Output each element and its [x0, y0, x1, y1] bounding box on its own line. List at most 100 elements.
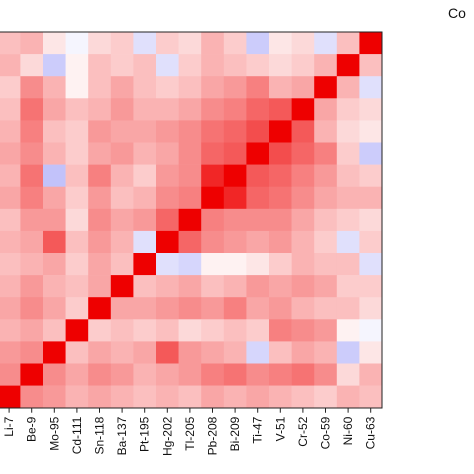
heatmap-cell	[178, 253, 202, 276]
legend-title-partial: Co	[448, 5, 466, 21]
heatmap-cell	[156, 319, 179, 342]
heatmap-cell	[0, 319, 21, 342]
heatmap-cell	[178, 186, 202, 210]
heatmap-cell	[314, 98, 338, 121]
heatmap-cell	[246, 319, 270, 342]
heatmap-cell	[156, 341, 179, 364]
heatmap-cell	[133, 297, 157, 320]
heatmap-cell	[110, 164, 134, 187]
x-tick-label: Mo-95	[47, 416, 61, 450]
heatmap-cell	[336, 275, 360, 298]
heatmap-cell	[314, 230, 338, 254]
heatmap-cell	[269, 363, 292, 386]
heatmap-cell	[314, 341, 338, 364]
heatmap-cell	[88, 208, 112, 232]
heatmap-cell	[88, 164, 112, 187]
heatmap-cell	[359, 341, 383, 364]
heatmap-cell	[336, 120, 360, 143]
heatmap-cell	[133, 253, 157, 276]
heatmap-cell	[336, 385, 360, 408]
heatmap-cell	[65, 385, 89, 408]
heatmap-cell	[156, 76, 179, 99]
heatmap-cell	[65, 208, 89, 232]
heatmap-cell	[0, 164, 21, 187]
heatmap-cell	[223, 164, 247, 187]
heatmap-cell	[223, 385, 247, 408]
heatmap-cell	[0, 253, 21, 276]
x-tick-label: Sn-118	[93, 416, 107, 454]
heatmap-cell	[269, 186, 292, 210]
heatmap-cell	[178, 297, 202, 320]
heatmap-cell	[201, 208, 225, 232]
heatmap-cell	[110, 186, 134, 210]
heatmap-cell	[65, 120, 89, 143]
heatmap-cell	[43, 54, 66, 77]
heatmap-cell	[0, 98, 21, 121]
heatmap-cell	[336, 76, 360, 99]
heatmap-cell	[133, 319, 157, 342]
heatmap-cell	[133, 341, 157, 364]
heatmap-cell	[0, 385, 21, 408]
heatmap-cell	[246, 142, 270, 165]
heatmap-cell	[314, 385, 338, 408]
heatmap-cell	[110, 54, 134, 77]
x-tick-label: Be-9	[25, 416, 39, 442]
heatmap-cell	[178, 54, 202, 77]
heatmap-cell	[43, 98, 66, 121]
heatmap-cell	[65, 297, 89, 320]
heatmap-cell	[88, 253, 112, 276]
heatmap-cell	[314, 120, 338, 143]
heatmap-cell	[291, 76, 315, 99]
heatmap-cell	[246, 275, 270, 298]
heatmap-cell	[133, 98, 157, 121]
heatmap-cell	[336, 142, 360, 165]
heatmap-cell	[20, 385, 44, 408]
heatmap-cell	[269, 142, 292, 165]
heatmap-cell	[269, 341, 292, 364]
heatmap-cell	[246, 297, 270, 320]
heatmap-cell	[110, 253, 134, 276]
heatmap-cell	[65, 98, 89, 121]
heatmap-cell	[178, 319, 202, 342]
heatmap-cell	[336, 208, 360, 232]
heatmap-cell	[178, 120, 202, 143]
x-axis-ticks: Li-7 Be-9 Mo-95 Cd-111 Sn-118 Ba-137 Pt-195 Hg-…	[2, 407, 378, 456]
heatmap-cell	[201, 54, 225, 77]
x-tick-label: Ba-137	[115, 416, 129, 455]
heatmap-cell	[223, 208, 247, 232]
x-tick-label: Cd-111	[70, 416, 84, 454]
heatmap-cell	[20, 208, 44, 232]
heatmap-cell	[291, 32, 315, 55]
heatmap-cell	[133, 120, 157, 143]
heatmap-cell	[110, 32, 134, 55]
x-tick-label: Ni-60	[341, 416, 355, 445]
heatmap-cell	[201, 230, 225, 254]
heatmap-cell	[178, 230, 202, 254]
heatmap-cell	[201, 76, 225, 99]
heatmap-cell	[133, 164, 157, 187]
heatmap-cell	[178, 76, 202, 99]
heatmap-cell	[359, 142, 383, 165]
heatmap-cell	[20, 297, 44, 320]
heatmap-cell	[43, 385, 66, 408]
heatmap-cell	[110, 319, 134, 342]
heatmap-cell	[110, 297, 134, 320]
heatmap-cell	[88, 32, 112, 55]
heatmap-cell	[269, 208, 292, 232]
x-tick-label: Li-7	[2, 416, 16, 436]
heatmap-cell	[314, 297, 338, 320]
heatmap-cell	[291, 253, 315, 276]
x-tick-label: Tl-205	[183, 416, 197, 450]
heatmap-cell	[246, 32, 270, 55]
heatmap-cell	[20, 32, 44, 55]
heatmap-cell	[88, 297, 112, 320]
heatmap-cell	[178, 341, 202, 364]
heatmap-cell	[223, 142, 247, 165]
heatmap-cell	[65, 164, 89, 187]
heatmap-cell	[269, 385, 292, 408]
x-tick-label: Pt-195	[138, 416, 152, 452]
heatmap-cell	[314, 54, 338, 77]
heatmap-cell	[223, 76, 247, 99]
heatmap-cell	[336, 319, 360, 342]
heatmap-cell	[291, 186, 315, 210]
